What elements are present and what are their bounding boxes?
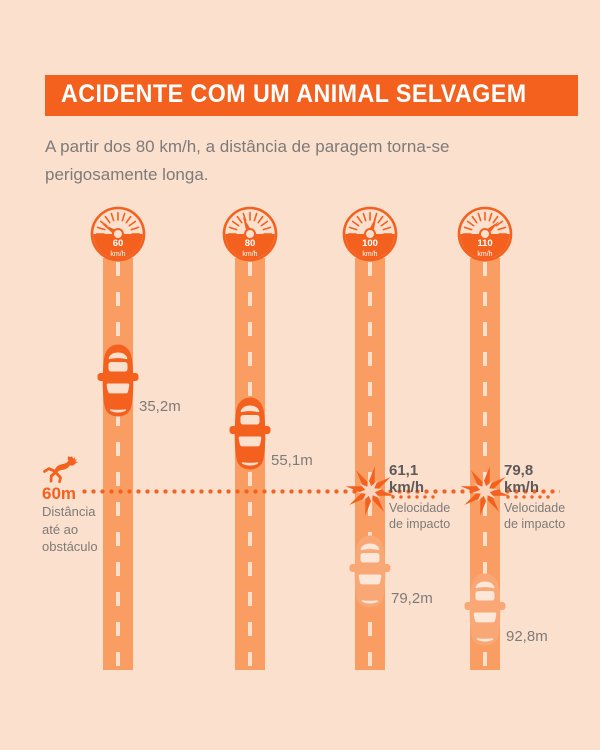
impact-description-110-line1: Velocidade bbox=[504, 501, 566, 515]
svg-text:km/h: km/h bbox=[477, 251, 492, 258]
road-dash-80 bbox=[248, 622, 252, 636]
svg-text:km/h: km/h bbox=[242, 251, 257, 258]
road-dash-80 bbox=[248, 532, 252, 546]
road-dash-110 bbox=[483, 532, 487, 546]
svg-text:110: 110 bbox=[477, 238, 492, 249]
car-100 bbox=[348, 534, 392, 610]
svg-text:km/h: km/h bbox=[362, 251, 377, 258]
impact-description-100-line1: Velocidade bbox=[389, 501, 451, 515]
distance-label-100: 79,2m bbox=[391, 590, 433, 607]
road-dash-100 bbox=[368, 382, 372, 396]
page-title: ACIDENTE COM UM ANIMAL SELVAGEM bbox=[61, 80, 527, 108]
road-dash-110 bbox=[483, 262, 487, 276]
impact-description-110: Velocidade de impacto bbox=[504, 500, 565, 533]
road-dash-100 bbox=[368, 442, 372, 456]
svg-text:km/h: km/h bbox=[110, 251, 125, 258]
road-lane-60 bbox=[103, 258, 133, 670]
impact-speed-100-unit: km/h bbox=[389, 479, 425, 497]
distance-label-80: 55,1m bbox=[271, 452, 313, 469]
road-dash-60 bbox=[116, 532, 120, 546]
road-dash-80 bbox=[248, 562, 252, 576]
road-dash-80 bbox=[248, 472, 252, 486]
speedometer-80: 80 km/h bbox=[222, 206, 278, 278]
car-110 bbox=[463, 572, 507, 648]
road-dash-80 bbox=[248, 262, 252, 276]
road-dash-110 bbox=[483, 502, 487, 516]
road-dash-60 bbox=[116, 562, 120, 576]
road-dash-60 bbox=[116, 412, 120, 426]
road-dash-110 bbox=[483, 322, 487, 336]
impact-speed-110: 79,8 km/h bbox=[504, 462, 539, 497]
page-subtitle: A partir dos 80 km/h, a distância de par… bbox=[45, 137, 450, 185]
impact-burst-100 bbox=[344, 465, 396, 517]
svg-text:80: 80 bbox=[245, 238, 256, 249]
distance-label-110: 92,8m bbox=[506, 628, 548, 645]
road-dash-80 bbox=[248, 352, 252, 366]
impact-burst-110 bbox=[459, 465, 511, 517]
impact-speed-100: 61,1 km/h bbox=[389, 462, 424, 497]
obstacle-distance-line bbox=[80, 489, 560, 494]
road-dash-60 bbox=[116, 502, 120, 516]
road-dash-60 bbox=[116, 472, 120, 486]
road-dash-100 bbox=[368, 292, 372, 306]
road-dash-60 bbox=[116, 292, 120, 306]
road-dash-110 bbox=[483, 442, 487, 456]
road-dash-110 bbox=[483, 562, 487, 576]
road-dash-80 bbox=[248, 652, 252, 666]
road-dash-60 bbox=[116, 652, 120, 666]
obstacle-distance-value: 60m bbox=[42, 484, 77, 503]
car-80 bbox=[228, 396, 272, 472]
road-dash-60 bbox=[116, 442, 120, 456]
speedometer-60: 60 km/h bbox=[90, 206, 146, 278]
impact-divider-100 bbox=[389, 495, 435, 499]
road-dash-110 bbox=[483, 382, 487, 396]
impact-speed-110-unit: km/h bbox=[504, 479, 540, 497]
impact-description-100: Velocidade de impacto bbox=[389, 500, 450, 533]
road-dash-100 bbox=[368, 352, 372, 366]
speedometer-100: 100 km/h bbox=[342, 206, 398, 278]
impact-divider-110 bbox=[504, 495, 550, 499]
road-dash-80 bbox=[248, 322, 252, 336]
road-dash-100 bbox=[368, 502, 372, 516]
obstacle-distance-description: Distância até ao obstáculo bbox=[42, 504, 98, 555]
impact-description-100-line2: de impacto bbox=[389, 517, 451, 532]
road-dash-60 bbox=[116, 262, 120, 276]
speedometer-110: 110 km/h bbox=[457, 206, 513, 278]
road-dash-100 bbox=[368, 652, 372, 666]
deer-icon bbox=[40, 455, 80, 486]
road-dash-60 bbox=[116, 322, 120, 336]
road-dash-60 bbox=[116, 622, 120, 636]
road-dash-110 bbox=[483, 292, 487, 306]
road-dash-80 bbox=[248, 382, 252, 396]
road-dash-110 bbox=[483, 352, 487, 366]
road-dash-60 bbox=[116, 592, 120, 606]
road-dash-100 bbox=[368, 412, 372, 426]
road-dash-100 bbox=[368, 622, 372, 636]
road-dash-80 bbox=[248, 502, 252, 516]
page-title-banner: ACIDENTE COM UM ANIMAL SELVAGEM bbox=[45, 75, 578, 116]
road-dash-100 bbox=[368, 322, 372, 336]
road-dash-80 bbox=[248, 592, 252, 606]
impact-description-110-line2: de impacto bbox=[504, 517, 566, 532]
impact-speed-110-value: 79,8 bbox=[504, 462, 534, 479]
road-dash-100 bbox=[368, 262, 372, 276]
road-dash-110 bbox=[483, 652, 487, 666]
car-60 bbox=[96, 343, 140, 419]
svg-text:100: 100 bbox=[362, 238, 378, 249]
svg-text:60: 60 bbox=[113, 238, 124, 249]
road-dash-80 bbox=[248, 292, 252, 306]
road-dash-110 bbox=[483, 412, 487, 426]
impact-speed-100-value: 61,1 bbox=[389, 462, 419, 479]
distance-label-60: 35,2m bbox=[139, 398, 181, 415]
